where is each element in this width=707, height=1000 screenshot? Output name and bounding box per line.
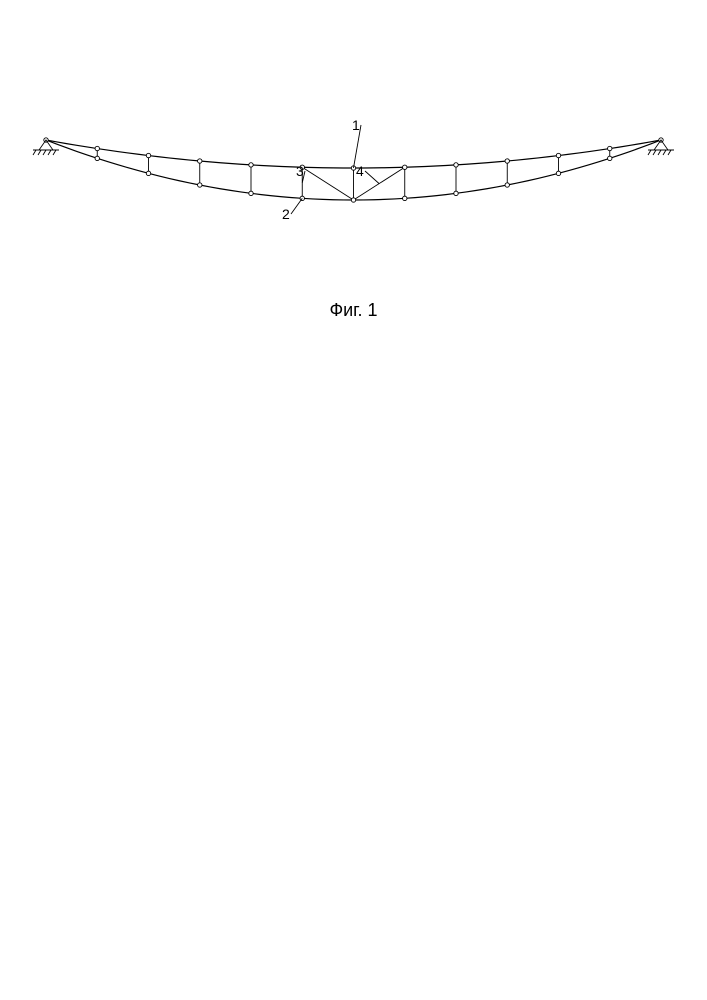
diagonal-left (302, 167, 353, 200)
support-left-hatch (43, 150, 46, 155)
node-bottom (556, 171, 560, 175)
node-top (198, 159, 202, 163)
node-bottom (249, 191, 253, 195)
truss-diagram (0, 0, 707, 1000)
node-top (249, 163, 253, 167)
top-chord (46, 140, 661, 168)
node-top (403, 165, 407, 169)
callout-label: 4 (356, 163, 364, 179)
node-top (95, 146, 99, 150)
figure-stage: Фиг. 1 1 2 3 4 (0, 0, 707, 1000)
node-bottom (95, 156, 99, 160)
callout-label: 1 (352, 117, 360, 133)
node-bottom (608, 156, 612, 160)
support-left-hatch (33, 150, 36, 155)
node-top (146, 153, 150, 157)
leader-line (291, 198, 302, 214)
support-right-hatch (648, 150, 651, 155)
leader-line (365, 171, 379, 184)
node-top (505, 159, 509, 163)
support-left-hatch (38, 150, 41, 155)
node-bottom (454, 191, 458, 195)
support-right-hatch (668, 150, 671, 155)
node-bottom (146, 171, 150, 175)
support-right-hatch (663, 150, 666, 155)
support-right-hatch (658, 150, 661, 155)
node-top (608, 146, 612, 150)
node-top (556, 153, 560, 157)
support-left-hatch (53, 150, 56, 155)
node-top (454, 163, 458, 167)
callout-label: 2 (282, 206, 290, 222)
figure-caption: Фиг. 1 (0, 300, 707, 321)
callout-label: 3 (296, 163, 304, 179)
node-bottom (505, 183, 509, 187)
node-bottom (403, 196, 407, 200)
node-bottom (198, 183, 202, 187)
node-bottom (351, 198, 355, 202)
support-right-hatch (653, 150, 656, 155)
support-left-hatch (48, 150, 51, 155)
